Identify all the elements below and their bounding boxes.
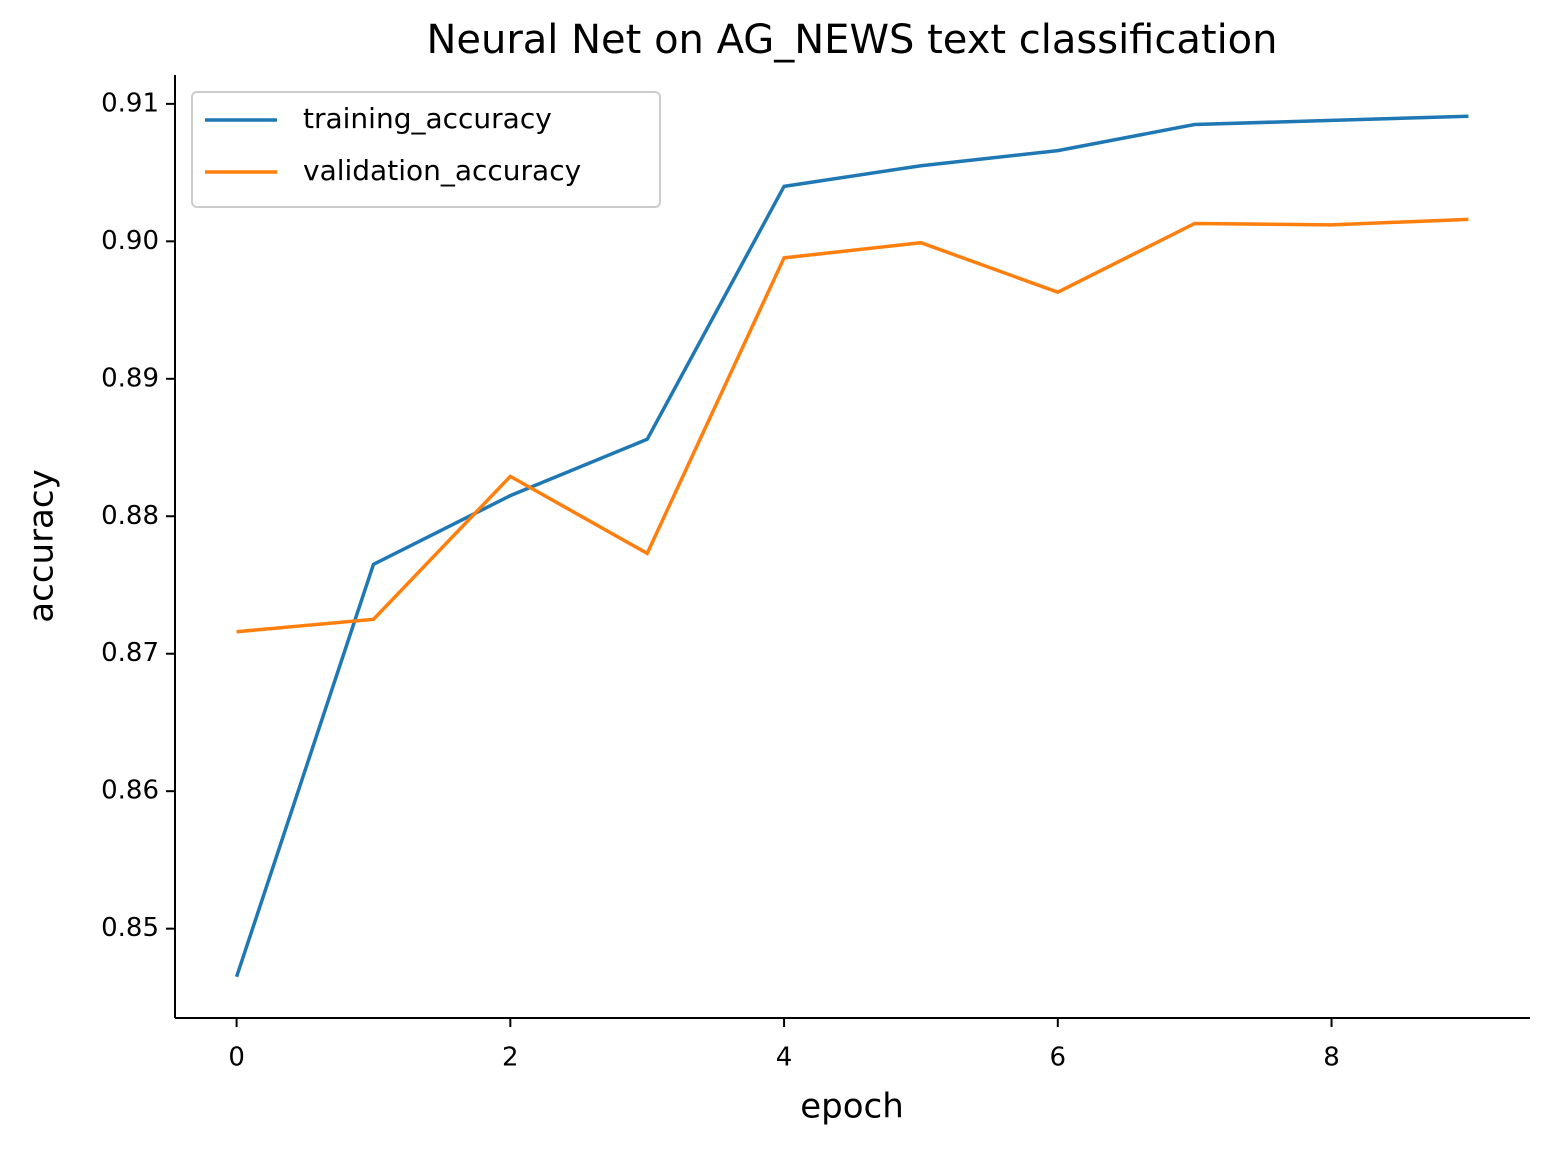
chart-title: Neural Net on AG_NEWS text classificatio… — [426, 17, 1277, 63]
x-axis-label: epoch — [800, 1087, 904, 1127]
y-tick-label: 0.86 — [101, 776, 159, 806]
x-tick-label: 2 — [502, 1043, 519, 1073]
y-tick-label: 0.91 — [101, 88, 159, 118]
series-line — [234, 114, 1469, 978]
legend-label: validation_accuracy — [303, 154, 581, 187]
x-tick-label: 8 — [1323, 1043, 1340, 1073]
y-tick-label: 0.87 — [101, 638, 159, 668]
series-line — [236, 217, 1469, 634]
x-tick-label: 6 — [1050, 1043, 1067, 1073]
y-tick-label: 0.85 — [101, 913, 159, 943]
legend-label: training_accuracy — [303, 102, 552, 135]
y-tick-label: 0.88 — [101, 501, 159, 531]
legend-box — [191, 91, 661, 208]
x-tick-label: 4 — [776, 1043, 793, 1073]
y-tick-label: 0.90 — [101, 226, 159, 256]
y-axis-label: accuracy — [22, 469, 62, 622]
x-tick-label: 0 — [228, 1043, 245, 1073]
y-tick-label: 0.89 — [101, 363, 159, 393]
